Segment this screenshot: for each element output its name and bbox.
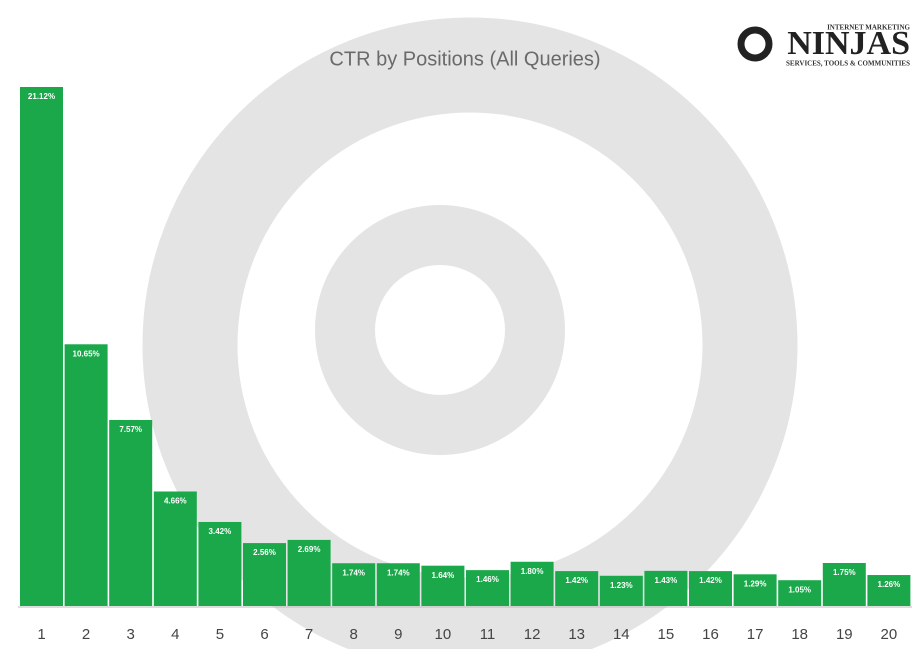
x-tick-label: 2 <box>82 626 90 643</box>
value-label: 2.56% <box>253 548 276 557</box>
x-tick-label: 18 <box>791 626 808 643</box>
bar <box>153 491 197 606</box>
x-tick-label: 19 <box>836 626 853 643</box>
value-label: 21.12% <box>28 92 55 101</box>
value-label: 3.42% <box>209 527 232 536</box>
bar <box>733 574 777 606</box>
value-label: 7.57% <box>119 425 142 434</box>
x-tick-label: 15 <box>658 626 675 643</box>
x-tick-label: 13 <box>568 626 585 643</box>
x-tick-label: 5 <box>216 626 224 643</box>
value-label: 1.29% <box>744 579 767 588</box>
value-label: 4.66% <box>164 497 187 506</box>
bar <box>243 543 286 606</box>
bar <box>510 561 554 606</box>
logo-bottom: SERVICES, TOOLS & COMMUNITIES <box>786 60 910 68</box>
bar <box>20 87 63 606</box>
bar <box>287 539 331 606</box>
x-tick-label: 17 <box>747 626 764 643</box>
logo-name: NINJAS <box>787 25 910 62</box>
value-label: 1.26% <box>878 580 901 589</box>
logo: INTERNET MARKETING NINJAS SERVICES, TOOL… <box>737 24 911 68</box>
bar <box>64 344 108 606</box>
x-tick-label: 11 <box>480 626 496 643</box>
value-label: 1.42% <box>565 576 588 585</box>
bar <box>822 562 866 606</box>
x-tick-label: 16 <box>702 626 719 643</box>
value-label: 1.75% <box>833 568 856 577</box>
chart-title: CTR by Positions (All Queries) <box>329 48 600 70</box>
value-label: 1.42% <box>699 576 722 585</box>
x-tick-label: 12 <box>524 626 541 643</box>
x-tick-label: 6 <box>260 626 268 643</box>
x-tick-label: 8 <box>350 626 358 643</box>
logo-top: INTERNET MARKETING <box>827 24 910 32</box>
bar <box>198 521 242 606</box>
x-tick-label: 9 <box>394 626 402 643</box>
bar <box>689 571 732 606</box>
x-tick-label: 20 <box>881 626 898 643</box>
bar <box>599 575 643 606</box>
value-label: 1.64% <box>432 571 455 580</box>
bar <box>109 419 153 606</box>
value-label: 1.74% <box>387 568 410 577</box>
value-label: 1.46% <box>476 575 499 584</box>
x-tick-label: 3 <box>127 626 135 643</box>
x-tick-label: 10 <box>435 626 452 643</box>
bar <box>376 563 420 606</box>
bar <box>778 580 822 606</box>
x-tick-label: 14 <box>613 626 630 643</box>
value-label: 1.05% <box>788 585 811 594</box>
bar <box>332 563 376 606</box>
value-label: 1.43% <box>655 576 678 585</box>
logo-mark <box>737 26 773 62</box>
value-label: 2.69% <box>298 545 321 554</box>
bar <box>421 565 465 606</box>
x-tick-label: 4 <box>171 626 179 643</box>
x-tick-label: 7 <box>305 626 313 643</box>
value-label: 1.80% <box>521 567 544 576</box>
value-label: 1.23% <box>610 581 633 590</box>
x-tick-label: 1 <box>37 626 45 643</box>
value-label: 1.74% <box>342 568 365 577</box>
bar <box>466 570 509 606</box>
value-label: 10.65% <box>73 349 100 358</box>
background-swirl <box>142 17 798 654</box>
bar <box>644 570 688 606</box>
bar <box>555 571 599 606</box>
bar <box>867 575 911 606</box>
